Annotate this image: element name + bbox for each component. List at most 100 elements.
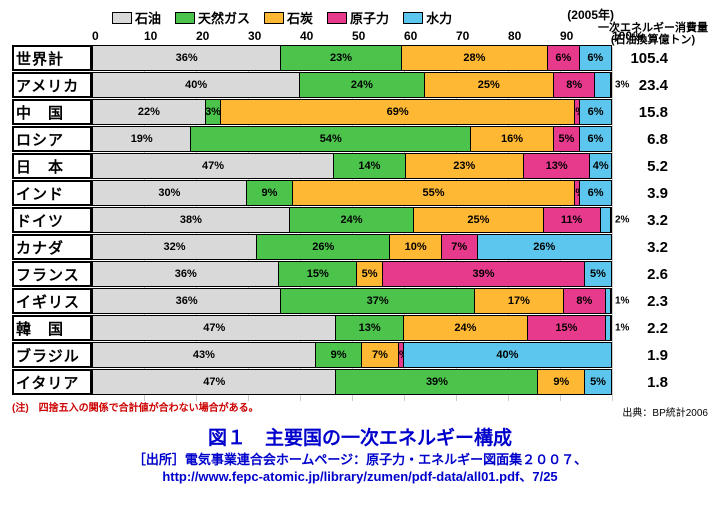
- bar-segment: 23%: [406, 154, 524, 178]
- bar-segment: 69%: [221, 100, 575, 124]
- bar-segment: 6%: [580, 100, 611, 124]
- chart-row: イタリア47%39%9%5%1.8: [12, 369, 708, 395]
- year-label: (2005年): [567, 6, 614, 23]
- bar-segment: 28%: [402, 46, 549, 70]
- bar-segment: 38%: [93, 208, 290, 232]
- bar-segment: 39%: [336, 370, 538, 394]
- stacked-bar: 22%3%69%1%6%: [92, 99, 612, 125]
- figure-title: 図１ 主要国の一次エネルギー構成: [12, 423, 708, 450]
- stacked-bar: 36%23%28%6%6%: [92, 45, 612, 71]
- bar-segment: 30%: [93, 181, 247, 205]
- bar-segment: 25%: [414, 208, 544, 232]
- bar-segment: 24%: [290, 208, 414, 232]
- energy-value: 1.9: [612, 342, 668, 368]
- bar-segment: 9%: [538, 370, 585, 394]
- chart-row: ドイツ38%24%25%11%2%3.2: [12, 207, 708, 233]
- country-label: アメリカ: [12, 72, 92, 98]
- energy-value: 15.8: [612, 99, 668, 125]
- bar-segment: 47%: [93, 154, 334, 178]
- bar-segment: 55%: [293, 181, 575, 205]
- bar-segment: 8%: [564, 289, 606, 313]
- stacked-bar: 19%54%16%5%6%: [92, 126, 612, 152]
- chart-rows: 世界計36%23%28%6%6%105.4アメリカ40%24%25%8%3%23…: [12, 45, 708, 395]
- chart-area: 0102030405060708090100 世界計36%23%28%6%6%1…: [12, 29, 708, 395]
- bar-segment: 5%: [585, 262, 611, 286]
- bar-segment: 15%: [528, 316, 606, 340]
- bar-segment: 32%: [93, 235, 257, 259]
- country-label: 韓 国: [12, 315, 92, 341]
- country-label: 日 本: [12, 153, 92, 179]
- stacked-bar: 47%14%23%13%4%: [92, 153, 612, 179]
- stacked-bar: 40%24%25%8%3%: [92, 72, 612, 98]
- bar-segment: 13%: [524, 154, 591, 178]
- country-label: インド: [12, 180, 92, 206]
- chart-row: イギリス36%37%17%8%1%2.3: [12, 288, 708, 314]
- chart-row: アメリカ40%24%25%8%3%23.4: [12, 72, 708, 98]
- bar-segment: 5%: [357, 262, 383, 286]
- bar-segment: 36%: [93, 262, 279, 286]
- bar-segment: 16%: [471, 127, 554, 151]
- bar-segment: 19%: [93, 127, 191, 151]
- stacked-bar: 30%9%55%1%6%: [92, 180, 612, 206]
- country-label: ロシア: [12, 126, 92, 152]
- energy-value: 2.6: [612, 261, 668, 287]
- bar-segment: 15%: [279, 262, 357, 286]
- chart-row: ロシア19%54%16%5%6%6.8: [12, 126, 708, 152]
- energy-value: 3.2: [612, 234, 668, 260]
- bar-segment: 11%: [544, 208, 601, 232]
- energy-value: 5.2: [612, 153, 668, 179]
- country-label: フランス: [12, 261, 92, 287]
- bar-segment: 10%: [390, 235, 441, 259]
- bar-segment: 4%: [590, 154, 611, 178]
- stacked-bar: 32%26%10%7%26%: [92, 234, 612, 260]
- bar-segment: 8%: [554, 73, 595, 97]
- energy-value: 6.8: [612, 126, 668, 152]
- chart-row: 日 本47%14%23%13%4%5.2: [12, 153, 708, 179]
- bar-segment: 54%: [191, 127, 471, 151]
- country-label: イタリア: [12, 369, 92, 395]
- bar-segment: 43%: [93, 343, 316, 367]
- x-axis: 0102030405060708090100: [92, 29, 612, 43]
- bar-segment: 6%: [580, 127, 611, 151]
- bar-segment: 6%: [580, 181, 611, 205]
- bar-segment: 9%: [316, 343, 363, 367]
- bar-segment: 40%: [93, 73, 300, 97]
- bar-segment: 25%: [425, 73, 555, 97]
- bar-segment: [606, 289, 611, 313]
- chart-row: 中 国22%3%69%1%6%15.8: [12, 99, 708, 125]
- bar-segment: 5%: [554, 127, 580, 151]
- chart-row: 世界計36%23%28%6%6%105.4: [12, 45, 708, 71]
- bar-segment: 13%: [336, 316, 403, 340]
- bar-segment: 37%: [281, 289, 475, 313]
- legend-item: 石炭: [264, 8, 313, 27]
- legend-item: 石油: [112, 8, 161, 27]
- bar-segment: 24%: [300, 73, 424, 97]
- energy-value: 3.9: [612, 180, 668, 206]
- bar-segment: 7%: [362, 343, 398, 367]
- bar-segment: [595, 73, 611, 97]
- country-label: 中 国: [12, 99, 92, 125]
- bar-segment: 36%: [93, 46, 281, 70]
- bar-segment: 39%: [383, 262, 585, 286]
- bar-segment: 22%: [93, 100, 206, 124]
- chart-row: 韓 国47%13%24%15%1%2.2: [12, 315, 708, 341]
- bar-segment: 36%: [93, 289, 281, 313]
- country-label: ドイツ: [12, 207, 92, 233]
- country-label: 世界計: [12, 45, 92, 71]
- stacked-bar: 47%39%9%5%: [92, 369, 612, 395]
- bar-segment: 26%: [257, 235, 390, 259]
- bar-segment: 47%: [93, 370, 336, 394]
- bar-segment: 9%: [247, 181, 293, 205]
- bar-segment: 24%: [404, 316, 528, 340]
- bar-segment: 6%: [580, 46, 611, 70]
- energy-value: 1.8: [612, 369, 668, 395]
- stacked-bar: 36%15%5%39%5%: [92, 261, 612, 287]
- stacked-bar: 38%24%25%11%2%: [92, 207, 612, 233]
- bar-segment: 17%: [475, 289, 564, 313]
- bar-segment: 7%: [442, 235, 478, 259]
- bar-segment: 40%: [404, 343, 611, 367]
- bar-segment: 6%: [548, 46, 579, 70]
- bar-segment: 5%: [585, 370, 611, 394]
- stacked-bar: 47%13%24%15%1%: [92, 315, 612, 341]
- legend-item: 原子力: [327, 8, 389, 27]
